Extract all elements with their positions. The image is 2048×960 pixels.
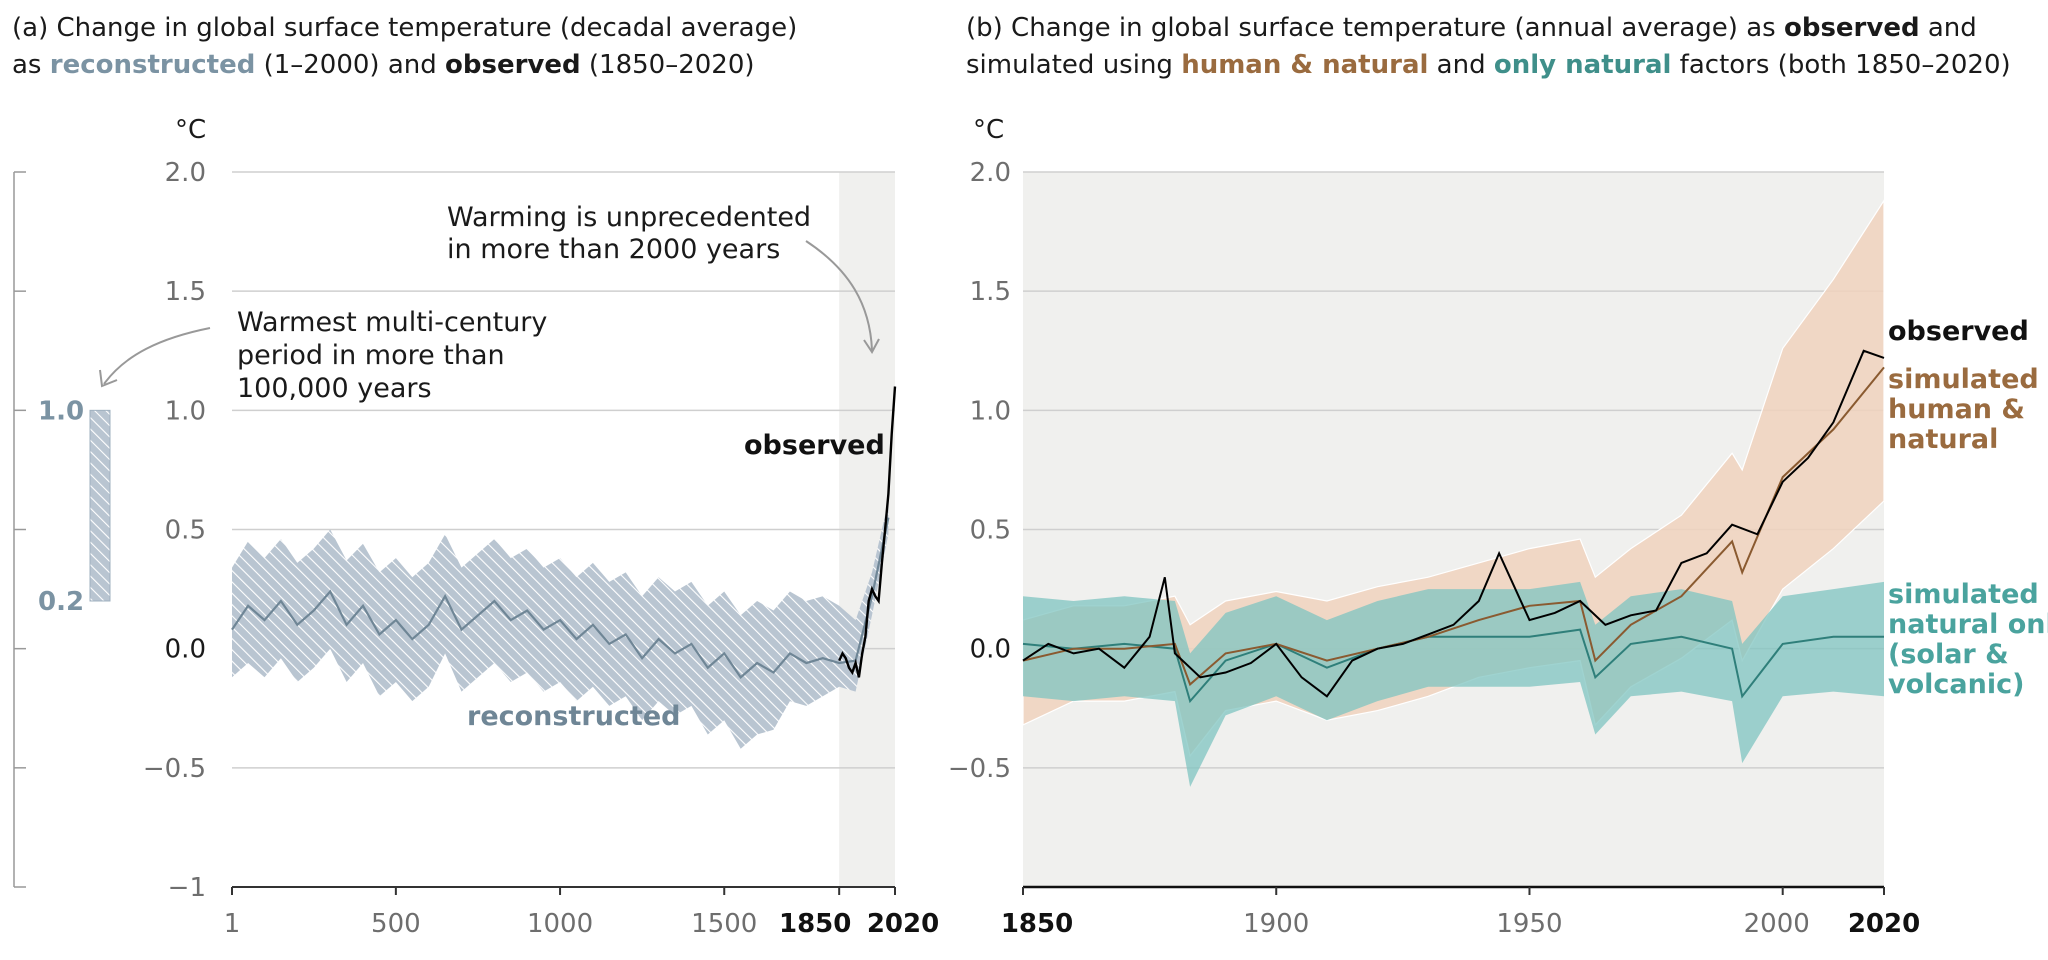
reconstructed-line xyxy=(231,517,890,679)
y-tick-label: −1 xyxy=(168,873,206,903)
y-unit-label: °C xyxy=(175,115,206,145)
title-b-line2-pre: simulated using xyxy=(966,50,1182,80)
title-a-post: (1850–2020) xyxy=(580,50,755,80)
x-tick-label: 1850 xyxy=(779,909,851,939)
y-tick-label: 0.0 xyxy=(165,635,206,665)
y-tick-label: 1.0 xyxy=(970,396,1011,426)
legend-human-natural: simulated xyxy=(1888,364,2039,395)
x-tick-label: 2000 xyxy=(1744,909,1810,939)
x-tick-label: 1000 xyxy=(527,909,593,939)
side-bar-label-top: 1.0 xyxy=(38,396,84,426)
x-tick-label: 2020 xyxy=(867,909,939,939)
natural-only-line xyxy=(1022,628,1884,704)
annotation-warming: Warming is unprecedented xyxy=(447,202,811,233)
annotation-warmest: period in more than xyxy=(237,340,505,371)
x-tick-label: 2020 xyxy=(1848,909,1920,939)
panel-a-title: (a) Change in global surface temperature… xyxy=(12,10,952,84)
panel-a-chart: −1−0.50.00.51.01.52.0°C1 500 1000 1500 1850 2… xyxy=(13,115,939,939)
title-a-reconstructed: reconstructed xyxy=(49,50,256,80)
legend-human-natural: natural xyxy=(1888,424,1998,455)
natural-only-band xyxy=(1023,581,1884,787)
title-b-line2-post: factors (both 1850–2020) xyxy=(1671,50,2011,80)
y-tick-label: 2.0 xyxy=(970,158,1011,188)
x-tick-label: 500 xyxy=(371,909,421,939)
title-b-and: and xyxy=(1428,50,1494,80)
observed-line xyxy=(1022,349,1885,698)
observed-line xyxy=(838,386,897,678)
title-b-human-natural: human & natural xyxy=(1181,50,1429,80)
y-tick-label: 0.5 xyxy=(970,516,1011,546)
title-b-observed: observed xyxy=(1783,13,1920,43)
x-tick-label: 1850 xyxy=(1001,909,1073,939)
warmest-period-bar xyxy=(89,409,111,602)
panel-b-title: (b) Change in global surface temperature… xyxy=(966,10,2026,84)
panel-b-chart: −0.5 0.0 0.5 1.0 1.5 2.0 °C 1850 1900 1950 2000 202… xyxy=(948,115,2048,939)
x-tick-label: 1950 xyxy=(1496,909,1562,939)
legend-natural-only: volcanic) xyxy=(1888,669,2024,700)
title-a-observed: observed xyxy=(445,50,581,80)
x-tick-label: 1900 xyxy=(1243,909,1309,939)
annotation-warmest: 100,000 years xyxy=(237,373,432,404)
reconstructed-range-band xyxy=(232,500,889,749)
legend-observed: observed xyxy=(1888,316,2029,347)
warmest-arrow-head xyxy=(99,369,118,388)
y-tick-label: 1.5 xyxy=(165,277,206,307)
warming-arrow-head xyxy=(863,338,880,354)
annotation-warming: in more than 2000 years xyxy=(447,234,780,265)
reconstructed-label: reconstructed xyxy=(467,701,680,732)
y-tick-label: 1.0 xyxy=(165,396,206,426)
x-tick-label: 1 xyxy=(224,909,241,939)
y-tick-label: −0.5 xyxy=(948,754,1011,784)
panel-b-title-line2: simulated using human & natural and only… xyxy=(966,47,2026,84)
side-bar-label-bottom: 0.2 xyxy=(38,587,84,617)
x-tick-label: 1500 xyxy=(691,909,757,939)
title-a-mid: (1–2000) and xyxy=(255,50,446,80)
legend-natural-only: (solar & xyxy=(1888,639,2009,670)
panel-b-title-line1: (b) Change in global surface temperature… xyxy=(966,10,2026,47)
y-tick-label: 1.5 xyxy=(970,277,1011,307)
y-tick-label: −0.5 xyxy=(143,754,206,784)
title-b-only-natural: only natural xyxy=(1493,50,1672,80)
panel-a-title-line2: as reconstructed (1–2000) and observed (… xyxy=(12,47,952,84)
warmest-arrow xyxy=(103,327,211,385)
legend-human-natural: human & xyxy=(1888,394,2025,425)
panel-a-title-line1: (a) Change in global surface temperature… xyxy=(12,13,798,43)
title-b-line1-post: and xyxy=(1919,13,1977,43)
y-tick-label: 0.0 xyxy=(970,635,1011,665)
legend-natural-only: simulated xyxy=(1888,579,2039,610)
y-tick-label: 0.5 xyxy=(165,516,206,546)
observed-label: observed xyxy=(744,430,885,461)
legend-natural-only: natural only xyxy=(1888,609,2048,640)
annotation-warmest: Warmest multi-century xyxy=(237,307,547,338)
y-tick-label: 2.0 xyxy=(165,158,206,188)
title-a-pre: as xyxy=(12,50,50,80)
y-unit-label: °C xyxy=(973,115,1004,145)
warming-arrow xyxy=(805,240,873,351)
title-b-line1-pre: (b) Change in global surface temperature… xyxy=(966,13,1784,43)
